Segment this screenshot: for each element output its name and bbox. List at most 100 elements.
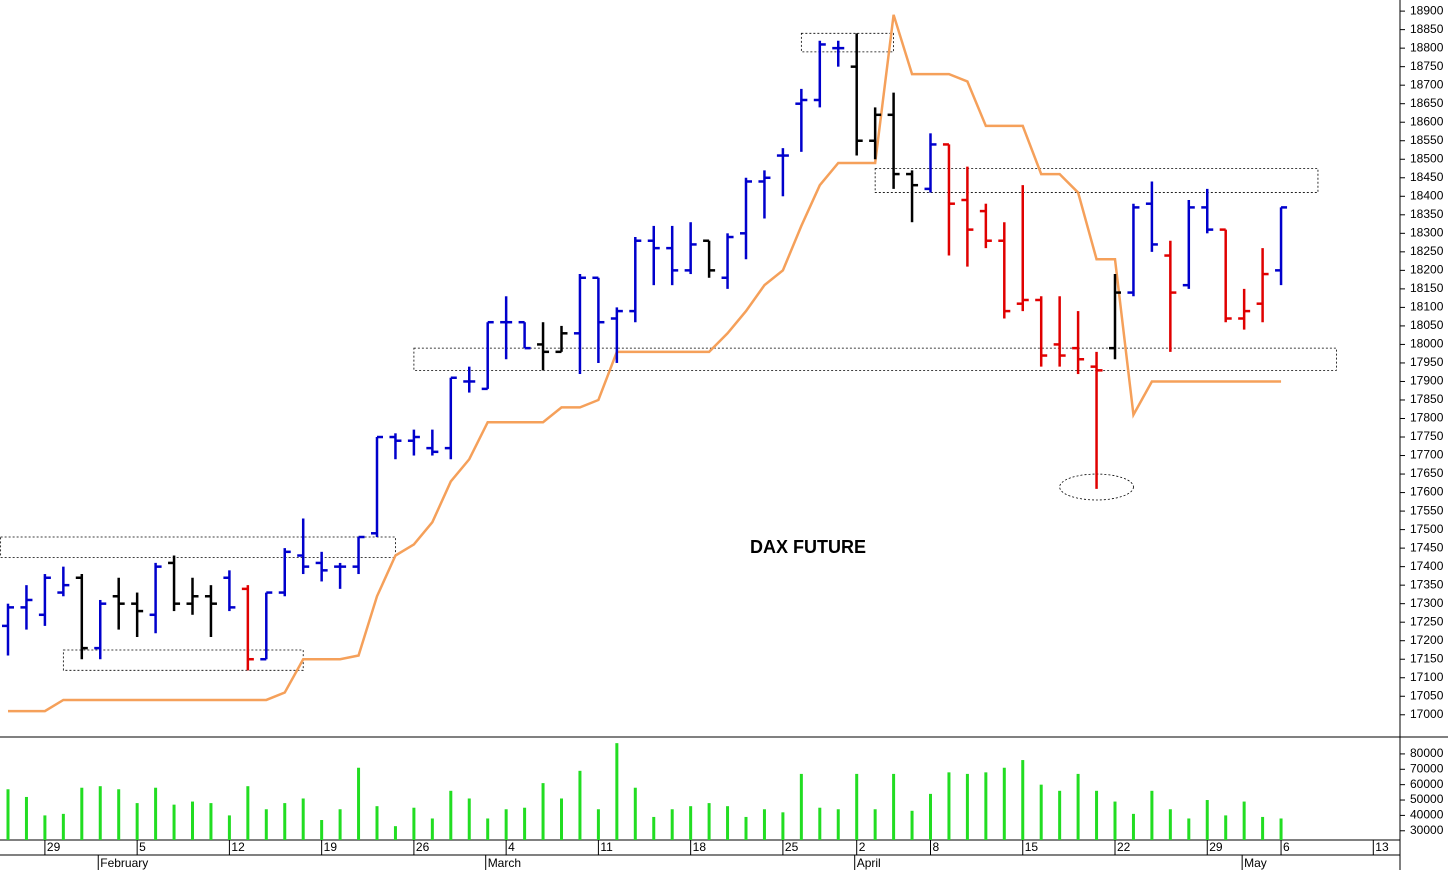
volume-bar [1224,815,1228,840]
stop-line [8,14,1282,713]
x-tick-label: 15 [1025,840,1039,854]
y-tick-label: 18000 [1410,337,1444,351]
x-tick-label: 25 [785,840,799,854]
y-tick-label: 18350 [1410,207,1444,221]
y-tick-label: 18650 [1410,96,1444,110]
volume-bar [615,743,619,840]
volume-bar [707,803,711,840]
volume-bar [375,806,379,840]
volume-bar [154,787,158,840]
chart-title: DAX FUTURE [750,537,866,557]
y-tick-label: 17950 [1410,355,1444,369]
volume-bar [135,803,139,840]
y-tick-label: 17700 [1410,448,1444,462]
volume-bar [855,773,859,840]
y-tick-label: 18250 [1410,244,1444,258]
y-tick-label: 18800 [1410,40,1444,54]
volume-bar [523,807,527,840]
y-tick-label: 17150 [1410,651,1444,665]
volume-bar [283,803,287,840]
volume-bar [191,801,194,840]
x-tick-label: 22 [1117,840,1131,854]
y-tick-label: 18500 [1410,151,1444,165]
volume-bar [1095,790,1099,840]
y-tick-label: 18300 [1410,225,1444,239]
volume-bar [486,818,490,840]
volume-bar [1039,784,1043,840]
x-tick-label: 8 [933,840,940,854]
volume-bar [578,770,582,840]
volume-bar [357,767,361,840]
volume-bar [227,815,231,840]
volume-bar [1021,760,1025,840]
volume-bar [892,773,896,840]
volume-tick-label: 60000 [1410,777,1444,791]
volume-bar [98,786,102,840]
volume-bar [209,803,213,840]
y-tick-label: 18400 [1410,188,1444,202]
volume-bar [80,787,84,840]
y-tick-label: 18100 [1410,300,1444,314]
zone [62,649,304,671]
y-tick-label: 18600 [1410,114,1444,128]
y-tick-label: 18450 [1410,170,1444,184]
zone [800,32,894,53]
x-tick-label: 12 [231,840,245,854]
y-tick-label: 18850 [1410,22,1444,36]
volume-bar [320,820,324,840]
volume-bar [965,773,969,840]
y-tick-label: 17400 [1410,559,1444,573]
volume-tick-label: 70000 [1410,761,1444,775]
month-label: February [100,856,148,870]
volume-tick-label: 80000 [1410,746,1444,760]
volume-bar [744,816,748,840]
x-tick-label: 11 [600,840,613,854]
volume-tick-label: 50000 [1410,792,1444,806]
x-tick-label: 19 [324,840,338,854]
zone [0,536,396,558]
y-tick-label: 18900 [1410,3,1444,17]
volume-bar [43,815,47,840]
volume-bar [412,807,416,840]
volume-bar [467,798,471,840]
volume-bar [560,798,563,840]
volume-bar [541,783,545,840]
x-tick-label: 13 [1375,840,1389,854]
y-tick-label: 17900 [1410,374,1444,388]
volume-bar [1150,790,1154,840]
y-tick-label: 17050 [1410,688,1444,702]
volume-bar [338,809,342,840]
y-tick-label: 17000 [1410,707,1444,721]
volume-bar [6,789,10,840]
volume-bar [670,809,674,840]
x-tick-label: 2 [859,840,866,854]
volume-tick-label: 40000 [1410,808,1444,822]
y-tick-label: 17100 [1410,670,1444,684]
volume-bar [301,798,305,840]
volume-bar [1131,813,1135,840]
volume-bar [652,816,656,840]
y-tick-label: 18200 [1410,263,1444,277]
volume-bar [449,790,453,840]
month-label: April [857,856,881,870]
volume-bar [1002,767,1006,840]
y-tick-label: 17800 [1410,411,1444,425]
volume-bar [910,810,914,840]
x-tick-label: 29 [1209,840,1223,854]
y-tick-label: 18700 [1410,77,1444,91]
volume-bar [117,789,121,840]
volume-bar [596,809,600,840]
month-label: May [1244,856,1267,870]
y-tick-label: 18150 [1410,281,1444,295]
zone [413,347,1337,371]
y-tick-label: 17600 [1410,485,1444,499]
volume-bar [984,772,988,840]
volume-bar [430,818,434,840]
volume-bar [633,787,637,840]
volume-tick-label: 30000 [1410,823,1444,837]
volume-bar [762,809,766,840]
volume-bar [873,809,877,840]
